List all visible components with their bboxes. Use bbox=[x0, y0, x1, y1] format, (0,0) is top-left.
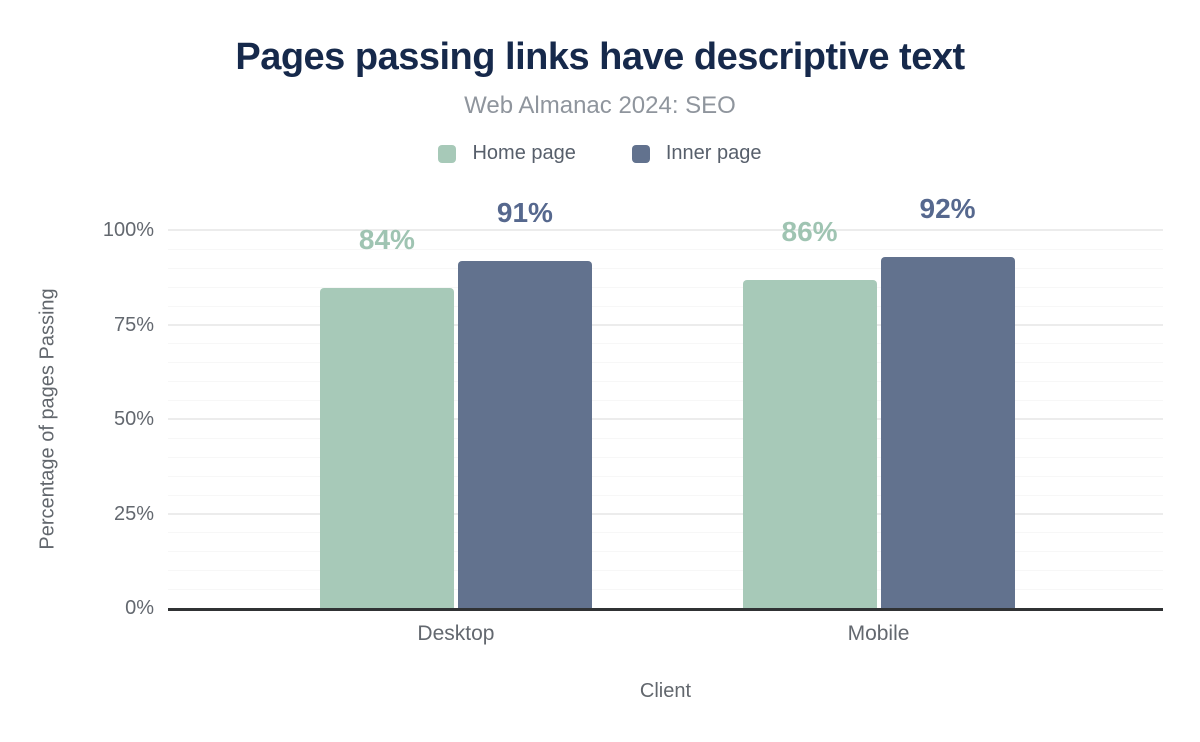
x-axis-title: Client bbox=[639, 680, 692, 702]
value-label-desktop-home-page: 84% bbox=[358, 223, 415, 255]
value-label-mobile-home-page: 86% bbox=[781, 216, 838, 248]
legend-swatch-home-page bbox=[438, 144, 457, 163]
legend-item-home-page[interactable]: Home page bbox=[438, 142, 576, 165]
legend-swatch-inner-page bbox=[631, 144, 650, 163]
y-tick-label-50: 50% bbox=[113, 408, 154, 430]
legend-label-home-page: Home page bbox=[472, 142, 576, 164]
y-axis-title: Percentage of pages Passing bbox=[36, 288, 59, 550]
chart-title: Pages passing links have descriptive tex… bbox=[235, 36, 965, 78]
chart-subtitle: Web Almanac 2024: SEO bbox=[464, 92, 736, 119]
bar-mobile-home-page[interactable] bbox=[742, 280, 877, 608]
bar-desktop-inner-page[interactable] bbox=[457, 261, 592, 608]
plot-area: 0% 25% 50% 75% 100% 84% 91% Desktop 86% 92% Mobile bbox=[103, 195, 1163, 645]
y-tick-label-0: 0% bbox=[125, 597, 154, 619]
minor-gridline-95 bbox=[168, 248, 1163, 250]
y-tick-label-75: 75% bbox=[113, 313, 154, 336]
y-tick-label-100: 100% bbox=[102, 219, 154, 241]
bar-mobile-inner-page[interactable] bbox=[880, 257, 1015, 608]
legend-item-inner-page[interactable]: Inner page bbox=[631, 142, 762, 165]
bar-desktop-home-page[interactable] bbox=[319, 287, 454, 608]
x-tick-label-mobile: Mobile bbox=[847, 622, 910, 645]
value-label-desktop-inner-page: 91% bbox=[496, 197, 553, 229]
legend: Home page Inner page bbox=[0, 142, 1200, 165]
major-gridline-100 bbox=[168, 229, 1163, 231]
legend-label-inner-page: Inner page bbox=[665, 142, 762, 164]
y-tick-label-25: 25% bbox=[113, 502, 154, 525]
x-tick-label-desktop: Desktop bbox=[417, 622, 495, 645]
value-label-mobile-inner-page: 92% bbox=[919, 193, 976, 225]
